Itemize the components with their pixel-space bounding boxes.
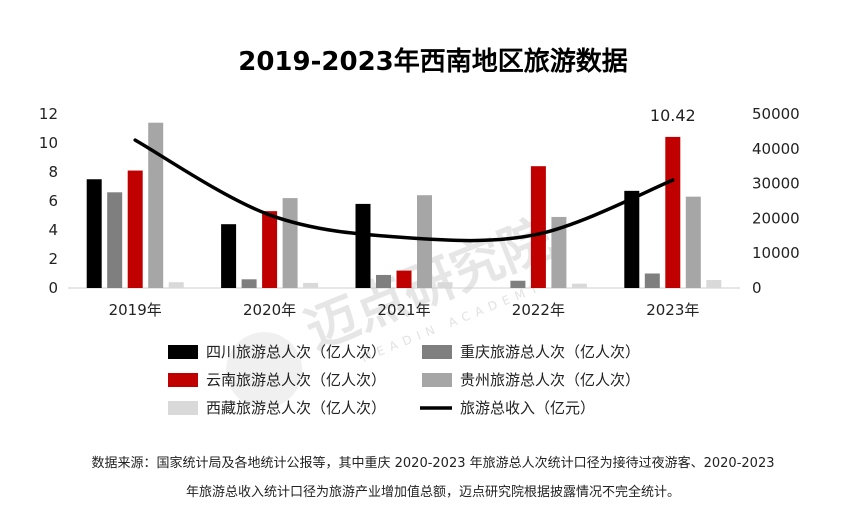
- bar: [148, 122, 164, 288]
- bar: [107, 192, 123, 288]
- right-tick-label: 30000: [752, 175, 800, 193]
- legend-label: 西藏旅游总人次（亿人次）: [206, 399, 386, 417]
- bar: [262, 211, 278, 288]
- left-tick-label: 2: [48, 250, 58, 268]
- right-tick-label: 10000: [752, 244, 800, 262]
- bar: [417, 195, 432, 288]
- bar: [355, 203, 371, 288]
- bar: [282, 198, 298, 288]
- legend-label: 四川旅游总人次（亿人次）: [206, 343, 386, 361]
- chart-title: 2019-2023年西南地区旅游数据: [238, 46, 628, 77]
- right-axis: 0 10000 20000 30000 40000 50000: [752, 105, 800, 297]
- source-line-2: 年旅游总收入统计口径为旅游产业增加值总额，迈点研究院根据披露情况不完全统计。: [186, 484, 680, 500]
- right-tick-label: 50000: [752, 105, 800, 123]
- legend-swatch: [422, 373, 452, 387]
- legend-swatch: [168, 345, 198, 359]
- bar: [376, 274, 391, 288]
- bar: [303, 282, 319, 288]
- left-tick-label: 0: [48, 279, 58, 297]
- bar: [551, 216, 567, 288]
- revenue-line-path: [133, 138, 675, 243]
- bar: [510, 280, 526, 288]
- bar: [396, 270, 412, 288]
- right-tick-label: 0: [752, 279, 762, 297]
- legend-label: 旅游总收入（亿元）: [460, 399, 595, 417]
- bar: [571, 283, 587, 288]
- left-tick-label: 12: [39, 105, 58, 123]
- bar: [644, 273, 660, 288]
- bar: [241, 279, 257, 288]
- legend-swatch: [422, 345, 452, 359]
- category-label: 2020年: [243, 301, 296, 319]
- bar: [437, 282, 453, 288]
- left-axis: 0 2 4 6 8 10 12: [39, 105, 58, 297]
- bar: [624, 190, 640, 288]
- category-label: 2022年: [512, 301, 565, 319]
- right-tick-label: 40000: [752, 140, 800, 158]
- bar: [685, 196, 701, 288]
- left-tick-label: 10: [39, 134, 58, 152]
- bar: [168, 282, 184, 288]
- category-labels: 2019年 2020年 2021年 2022年 2023年: [109, 301, 700, 319]
- left-tick-label: 8: [48, 163, 58, 181]
- legend: 四川旅游总人次（亿人次） 重庆旅游总人次（亿人次） 云南旅游总人次（亿人次） 贵州旅游…: [168, 343, 640, 417]
- legend-swatch: [168, 401, 198, 415]
- revenue-line: [133, 138, 675, 243]
- bar: [221, 224, 237, 288]
- max-value-annotation: 10.42: [650, 106, 696, 125]
- right-tick-label: 20000: [752, 209, 800, 227]
- legend-label: 重庆旅游总人次（亿人次）: [460, 343, 640, 361]
- source-line-1: 数据来源：国家统计局及各地统计公报等，其中重庆 2020-2023 年旅游总人次…: [92, 455, 775, 471]
- bar-series: [86, 122, 722, 288]
- left-tick-label: 4: [48, 221, 58, 239]
- left-tick-label: 6: [48, 192, 58, 210]
- legend-label: 云南旅游总人次（亿人次）: [206, 371, 386, 389]
- legend-label: 贵州旅游总人次（亿人次）: [460, 371, 640, 389]
- bar: [127, 170, 143, 288]
- legend-swatch: [168, 373, 198, 387]
- bar: [530, 166, 546, 288]
- category-label: 2021年: [377, 301, 430, 319]
- bar: [665, 136, 681, 288]
- watermark-logo-icon: [226, 332, 303, 409]
- category-label: 2023年: [646, 301, 699, 319]
- category-label: 2019年: [109, 301, 162, 319]
- bar: [706, 280, 722, 288]
- bar: [86, 179, 102, 288]
